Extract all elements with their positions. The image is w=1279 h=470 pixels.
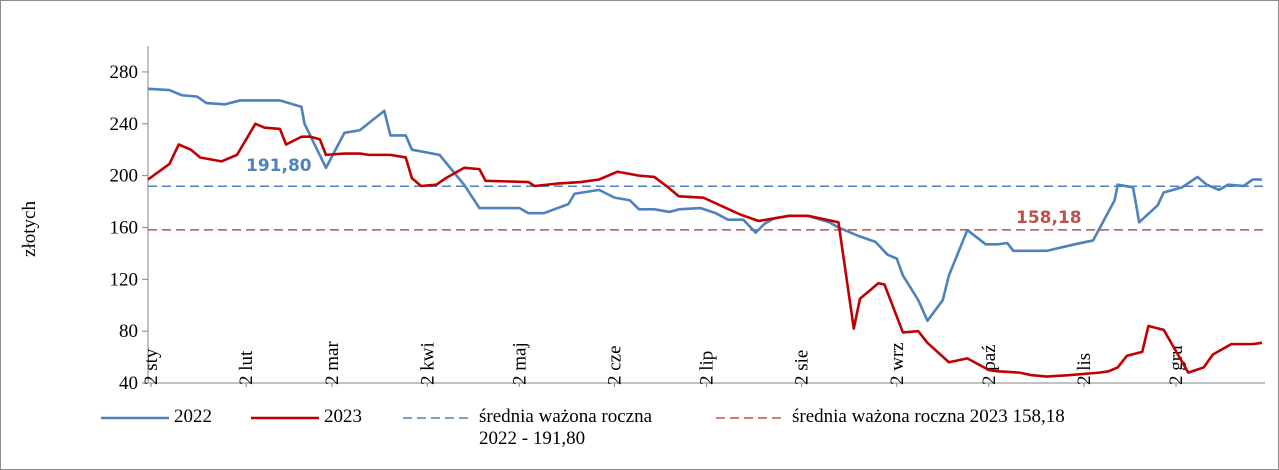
x-tick-label: 2 sty <box>141 348 162 385</box>
average-label: 191,80 <box>246 156 312 176</box>
x-tick-label: 2 paź <box>979 344 1000 385</box>
legend-label: średnia ważona roczna 2023 158,18 <box>792 406 1065 427</box>
y-tick-label: 120 <box>110 269 139 290</box>
x-tick-label: 2 cze <box>604 345 625 385</box>
x-tick-label: 2 wrz <box>887 342 908 385</box>
series-line <box>147 122 1263 378</box>
legend-label: 2023 <box>324 406 362 427</box>
y-tick-label: 200 <box>110 166 139 187</box>
x-tick-label: 2 maj <box>509 342 530 385</box>
legend-label: średnia ważona roczna 2022 - 191,80 <box>479 406 653 449</box>
x-tick-label: 2 gru <box>1166 345 1187 385</box>
x-tick-label: 2 lip <box>697 351 718 385</box>
y-tick-label: 280 <box>110 62 139 83</box>
x-tick-label: 2 lut <box>236 350 257 385</box>
y-tick-label: 240 <box>110 114 139 135</box>
y-tick-label: 160 <box>110 217 139 238</box>
series-line <box>147 87 1262 323</box>
average-label: 158,18 <box>1016 208 1082 228</box>
x-tick-label: 2 kwi <box>417 342 438 385</box>
x-tick-label: 2 sie <box>792 350 813 385</box>
legend-label: 2022 <box>174 406 212 427</box>
x-tick-label: 2 lis <box>1074 353 1095 385</box>
y-tick-label: 80 <box>119 321 138 342</box>
x-tick-label: 2 mar <box>322 341 343 385</box>
y-axis-label: złotych <box>19 201 40 257</box>
y-tick-label: 40 <box>119 373 138 394</box>
